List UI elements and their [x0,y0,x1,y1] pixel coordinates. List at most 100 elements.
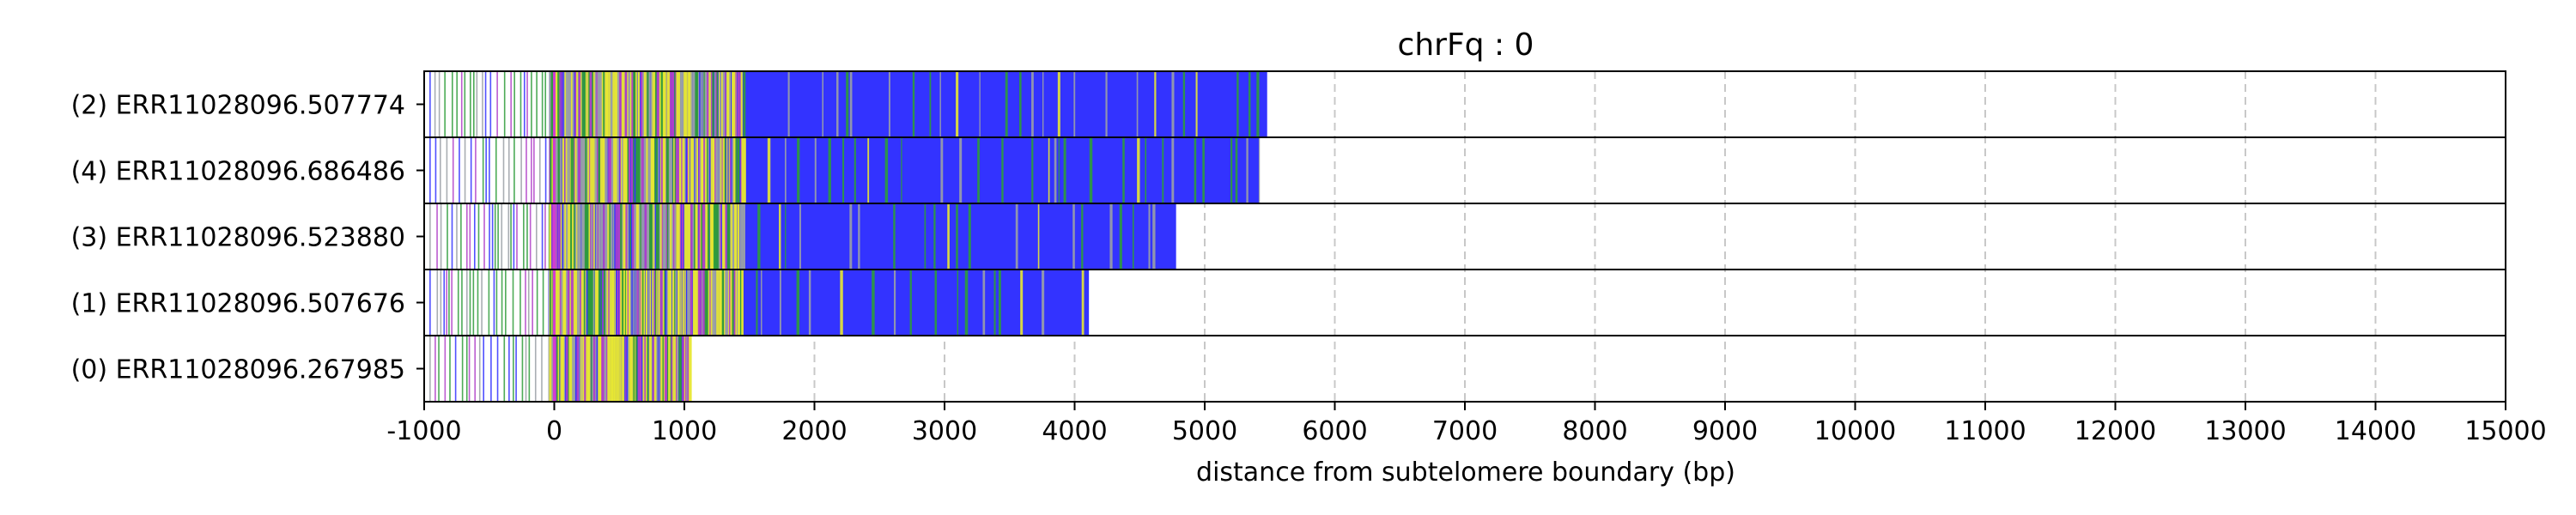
x-tick-label: 15000 [2464,416,2546,446]
read-segment [609,137,612,203]
read-segment [561,336,565,402]
x-tick-label: -1000 [386,416,461,446]
read-segment [722,137,726,203]
read-segment [677,336,679,402]
read-segment [738,137,740,203]
read-segment [598,203,601,270]
read-segment [687,336,690,402]
read-segment [1042,270,1045,336]
read-segment [544,71,547,137]
read-segment [756,270,758,336]
read-segment [653,270,656,336]
read-segment [452,137,454,203]
read-segment [603,336,605,402]
read-segment [635,137,640,203]
read-segment [632,203,635,270]
read-segment [956,203,958,270]
read-segment [667,270,671,336]
read-segment [611,137,614,203]
read-segment [555,270,558,336]
read-segment [531,71,532,137]
read-segment [650,203,653,270]
read-segment [615,203,617,270]
x-tick-label: 2000 [781,416,847,446]
read-segment [767,137,771,203]
read-segment [939,71,941,137]
read-segment [1054,137,1057,203]
read-segment [696,203,698,270]
read-segment [666,336,668,402]
read-segment [645,270,648,336]
read-segment [705,203,709,270]
read-segment [629,270,632,336]
read-segment [656,270,658,336]
read-segment [672,336,676,402]
read-segment [533,137,535,203]
read-segment [621,336,623,402]
read-segment [1001,137,1004,203]
read-segment [485,137,487,203]
read-segment [712,270,715,336]
read-track [429,137,1261,203]
read-segment [662,336,665,402]
read-segment [681,71,683,137]
read-segment [1145,137,1147,203]
read-segment [835,71,839,137]
read-segment [666,137,670,203]
read-segment [668,203,671,270]
read-segment [647,270,650,336]
read-segment [673,137,675,203]
read-segment [682,270,684,336]
read-segment [684,137,686,203]
x-tick-label: 3000 [912,416,977,446]
read-segment [484,71,487,137]
read-segment [513,137,515,203]
read-segment [473,71,475,137]
read-segment [683,71,686,137]
read-segment [696,270,700,336]
read-segment [598,336,603,402]
read-segment [724,71,726,137]
read-segment [548,270,550,336]
read-segment [1081,270,1084,336]
read-segment [695,203,698,270]
read-segment [470,71,471,137]
read-segment [588,270,591,336]
read-segment [867,137,870,203]
read-segment [696,71,698,137]
read-segment [656,336,658,402]
read-segment [550,71,554,137]
read-segment [629,137,631,203]
read-segment [477,203,480,270]
read-segment [638,71,641,137]
read-segment [660,71,665,137]
read-segment [635,336,638,402]
read-segment [718,71,720,137]
read-segment [641,137,644,203]
read-segment [627,71,629,137]
read-segment [488,270,490,336]
read-segment [653,71,656,137]
x-tick-label: 14000 [2335,416,2416,446]
read-segment [468,336,471,402]
read-segment [659,71,663,137]
read-segment [631,71,635,137]
read-segment [677,203,681,270]
read-segment [739,270,743,336]
read-segment [482,137,484,203]
read-segment [683,336,685,402]
read-segment [787,71,790,137]
read-segment [647,336,649,402]
read-segment [929,71,932,137]
read-segment [842,137,845,203]
read-segment [464,71,466,137]
read-segment [652,270,654,336]
read-segment [564,137,566,203]
read-segment [457,270,459,336]
read-segment [491,203,494,270]
read-segment [666,71,670,137]
read-segment [585,71,587,137]
read-segment [523,203,525,270]
read-segment [585,137,587,203]
read-segment [737,203,740,270]
